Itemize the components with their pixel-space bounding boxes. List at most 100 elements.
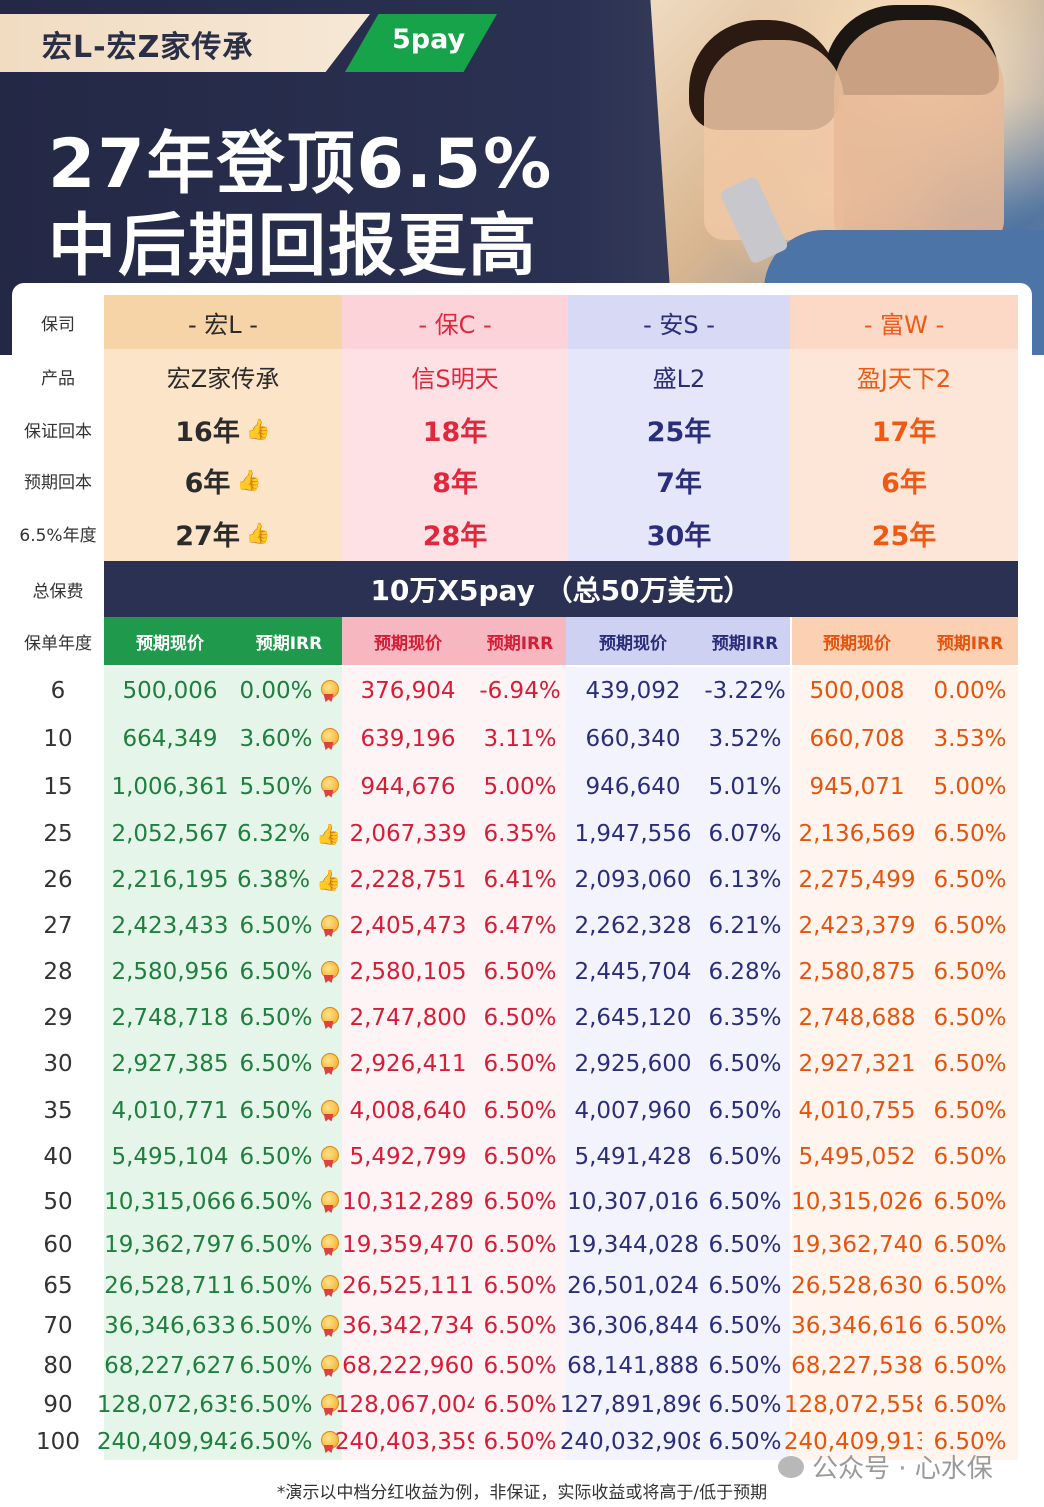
cell-S-cash_value-text: 68,141,888 xyxy=(567,1353,699,1379)
cell-W-irr-text: 6.50% xyxy=(933,1144,1007,1170)
company-C-guaranteed: 18年 xyxy=(342,403,568,455)
company-S-guaranteed-text: 25年 xyxy=(646,416,712,448)
cell-S-cash_value-text: 439,092 xyxy=(585,678,681,704)
cell-L-cash_value: 500,006 xyxy=(104,667,236,715)
cell-W-cash_value-text: 10,315,026 xyxy=(791,1189,923,1215)
cell-S-irr: 6.35% xyxy=(700,995,790,1041)
cell-L-irr: 6.50% xyxy=(236,995,342,1041)
cell-C-cash_value-text: 26,525,111 xyxy=(342,1273,474,1299)
cell-L-cash_value: 19,362,797 xyxy=(104,1224,236,1266)
policy-year-29-text: 29 xyxy=(43,1005,73,1031)
row-label-expected_breakeven-text: 预期回本 xyxy=(24,472,92,493)
cell-W-irr-text: 6.50% xyxy=(933,1429,1007,1455)
cell-L-irr: 5.50% xyxy=(236,763,342,810)
policy-year-80: 80 xyxy=(12,1346,104,1386)
row-label-policy-year-text: 保单年度 xyxy=(24,633,92,654)
cell-W-cash_value: 2,927,321 xyxy=(792,1041,922,1087)
cell-S-irr-text: 6.50% xyxy=(708,1353,782,1379)
company-C-name: - 保C - xyxy=(342,295,568,349)
cell-S-cash_value: 2,262,328 xyxy=(566,903,700,949)
policy-year-30: 30 xyxy=(12,1041,104,1087)
cell-L-cash_value-text: 2,748,718 xyxy=(111,1005,229,1031)
cell-S-cash_value-text: 26,501,024 xyxy=(567,1273,699,1299)
cell-L-irr: 0.00% xyxy=(236,667,342,715)
cell-L-cash_value-text: 128,072,635 xyxy=(96,1392,244,1418)
cell-C-irr-text: 6.41% xyxy=(483,867,557,893)
cell-W-irr: 0.00% xyxy=(922,667,1018,715)
cell-C-irr: 6.50% xyxy=(474,949,566,995)
medal-icon xyxy=(319,1191,339,1213)
cell-C-cash_value: 2,067,339 xyxy=(342,810,474,857)
cell-L-cash_value-text: 19,362,797 xyxy=(104,1232,236,1258)
cell-L-cash_value-text: 500,006 xyxy=(122,678,218,704)
policy-year-10: 10 xyxy=(12,715,104,763)
cell-S-cash_value-text: 2,262,328 xyxy=(574,913,692,939)
thumbs-up-icon: 👍 xyxy=(245,417,271,441)
cell-C-cash_value-text: 2,405,473 xyxy=(349,913,467,939)
row-label-company-text: 保司 xyxy=(41,314,75,335)
cell-S-irr-text: 6.50% xyxy=(708,1051,782,1077)
policy-year-60: 60 xyxy=(12,1224,104,1266)
thumbs-up-icon: 👍 xyxy=(316,821,341,846)
policy-year-6: 6 xyxy=(12,667,104,715)
cell-C-cash_value: 2,926,411 xyxy=(342,1041,474,1087)
medal-icon xyxy=(319,1234,339,1256)
cell-C-cash_value: 2,228,751 xyxy=(342,857,474,903)
cell-C-irr-text: 6.50% xyxy=(483,1429,557,1455)
cell-W-cash_value-text: 5,495,052 xyxy=(798,1144,916,1170)
subheader-C-irr-text: 预期IRR xyxy=(486,633,554,654)
cell-W-cash_value-text: 26,528,630 xyxy=(791,1273,923,1299)
policy-year-100: 100 xyxy=(12,1424,104,1460)
cell-C-irr: 6.41% xyxy=(474,857,566,903)
cell-S-cash_value-text: 5,491,428 xyxy=(574,1144,692,1170)
cell-C-irr-text: 6.50% xyxy=(483,1392,557,1418)
medal-icon xyxy=(319,1431,339,1453)
cell-W-irr-text: 6.50% xyxy=(933,867,1007,893)
cell-S-irr: 6.28% xyxy=(700,949,790,995)
cell-C-cash_value: 944,676 xyxy=(342,763,474,810)
company-C-year65: 28年 xyxy=(342,505,568,561)
policy-year-65-text: 65 xyxy=(43,1273,73,1299)
cell-C-cash_value-text: 128,067,004 xyxy=(334,1392,482,1418)
policy-year-40-text: 40 xyxy=(43,1144,73,1170)
cell-W-cash_value-text: 36,346,616 xyxy=(791,1313,923,1339)
policy-year-90-text: 90 xyxy=(43,1392,73,1418)
cell-S-cash_value: 10,307,016 xyxy=(566,1180,700,1224)
cell-C-irr: 6.50% xyxy=(474,1087,566,1134)
policy-year-15: 15 xyxy=(12,763,104,810)
company-W-name-text: - 富W - xyxy=(863,310,945,339)
cell-S-cash_value-text: 660,340 xyxy=(585,726,681,752)
cell-C-irr-text: 6.50% xyxy=(483,1144,557,1170)
cell-W-irr: 6.50% xyxy=(922,810,1018,857)
company-W-year65: 25年 xyxy=(790,505,1018,561)
subheader-S-cash_value: 预期现价 xyxy=(566,617,700,665)
company-W-year65-text: 25年 xyxy=(871,520,937,552)
subheader-W-cash_value-text: 预期现价 xyxy=(823,633,891,654)
company-C-year65-text: 28年 xyxy=(422,520,488,552)
cell-S-irr-text: 6.50% xyxy=(708,1189,782,1215)
cell-W-cash_value: 945,071 xyxy=(792,763,922,810)
cell-W-irr: 6.50% xyxy=(922,1180,1018,1224)
cell-C-irr: 6.47% xyxy=(474,903,566,949)
cell-C-irr: 6.50% xyxy=(474,1041,566,1087)
cell-W-cash_value-text: 2,275,499 xyxy=(798,867,916,893)
cell-L-irr: 6.50% xyxy=(236,903,342,949)
cell-S-irr-text: 6.21% xyxy=(708,913,782,939)
medal-icon xyxy=(319,1099,339,1122)
cell-S-irr-text: 6.50% xyxy=(708,1097,782,1124)
total-premium-bar: 10万X5pay （总50万美元） xyxy=(104,561,1018,617)
cell-C-irr-text: 6.47% xyxy=(483,913,557,939)
company-S-product-text: 盛L2 xyxy=(652,364,706,393)
cell-W-cash_value: 10,315,026 xyxy=(791,1180,923,1224)
cell-S-irr: 6.50% xyxy=(700,1306,790,1346)
cell-W-cash_value: 19,362,740 xyxy=(791,1224,923,1266)
cell-L-cash_value-text: 2,216,195 xyxy=(111,867,229,893)
cell-W-cash_value-text: 128,072,558 xyxy=(783,1392,931,1418)
cell-L-irr-text: 6.50% xyxy=(239,1097,313,1124)
cell-L-irr-text: 6.50% xyxy=(239,1005,313,1031)
cell-W-irr-text: 6.50% xyxy=(933,1392,1007,1418)
cell-W-irr-text: 6.50% xyxy=(933,1313,1007,1339)
company-S-expected-text: 7年 xyxy=(656,467,702,499)
cell-S-cash_value-text: 19,344,028 xyxy=(567,1232,699,1258)
company-L-year65-text: 27年 xyxy=(175,520,240,552)
